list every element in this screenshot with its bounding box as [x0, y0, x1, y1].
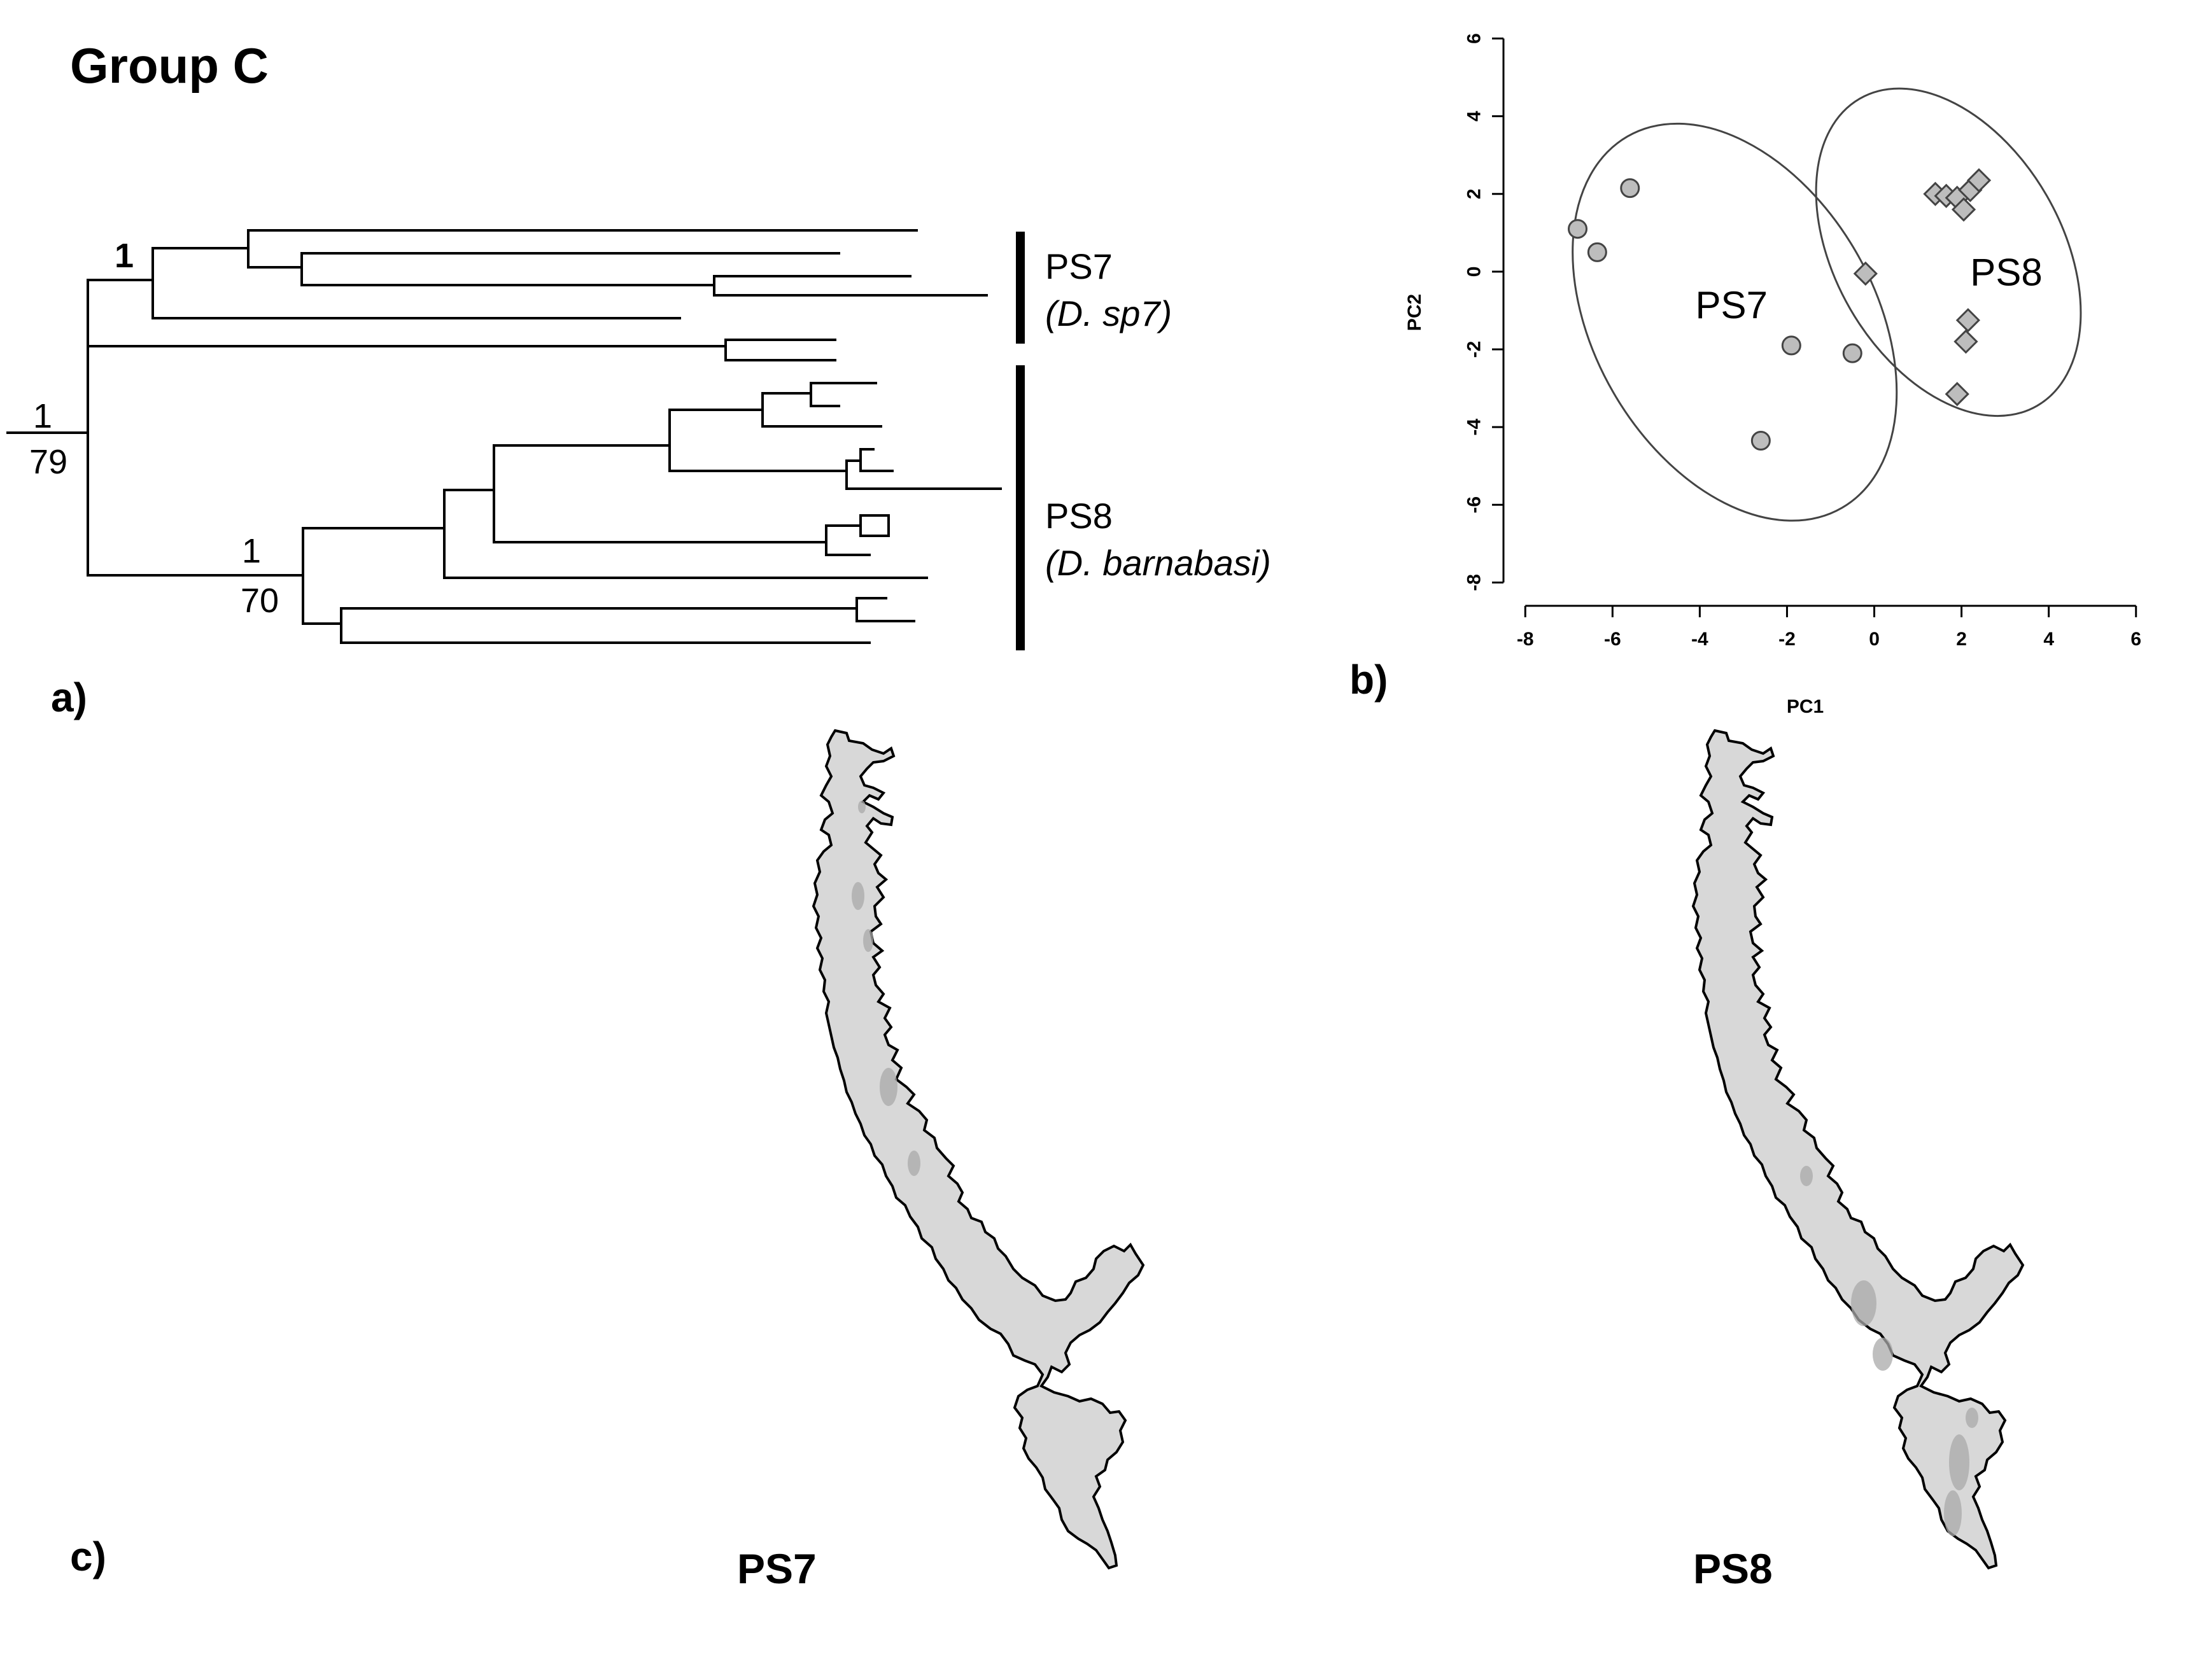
- support-value-root-top: 1: [33, 397, 52, 435]
- y-tick-label: 0: [1464, 267, 1485, 277]
- y-tick-label: 6: [1464, 33, 1485, 44]
- support-value-root-bottom: 79: [29, 443, 67, 481]
- data-point-ps7: [1587, 242, 1607, 262]
- data-point-ps8: [1945, 382, 1969, 407]
- map-caption-ps8: PS8: [1693, 1545, 1773, 1592]
- x-tick-label: 6: [2130, 629, 2141, 650]
- y-tick-label: -2: [1464, 341, 1485, 358]
- cluster-ellipse-ps7: [1572, 122, 1898, 522]
- suitability-shading: [852, 801, 920, 1176]
- cluster-label-ps8: PS8: [1970, 251, 2042, 293]
- panel-label-b: b): [1349, 657, 1388, 703]
- data-point-ps7: [1842, 343, 1862, 363]
- data-point-ps7: [1750, 430, 1771, 451]
- data-point-ps8: [1953, 329, 1978, 354]
- data-point-ps8: [1955, 308, 1981, 333]
- y-axis-label: PC2: [1404, 294, 1425, 331]
- distribution-map-ps7: [812, 729, 1144, 1569]
- x-tick-label: -6: [1604, 629, 1621, 650]
- x-tick-label: -4: [1691, 629, 1708, 650]
- support-value-ps7: 1: [115, 237, 134, 275]
- data-point-ps8: [1853, 261, 1878, 286]
- clade-label-ps8: PS8: [1045, 496, 1113, 536]
- suitability-shading: [1800, 1166, 1978, 1536]
- y-tick-label: 4: [1464, 111, 1485, 122]
- y-tick-label: -4: [1464, 418, 1485, 435]
- x-tick-label: -2: [1778, 629, 1796, 650]
- cluster-label-ps7: PS7: [1696, 284, 1768, 326]
- cluster-ellipse-ps8: [1815, 87, 2082, 417]
- panel-label-a: a): [51, 675, 87, 720]
- data-point-ps7: [1568, 219, 1588, 239]
- data-point-ps7: [1781, 335, 1801, 356]
- distribution-map-ps8: [1692, 729, 2024, 1569]
- data-point-ps8: [1951, 197, 1976, 222]
- clade-species-ps8: (D. barnabasi): [1045, 543, 1271, 583]
- y-tick-label: 2: [1464, 188, 1485, 199]
- x-tick-label: 0: [1869, 629, 1880, 650]
- support-value-ps8-top: 1: [242, 532, 261, 570]
- data-point-ps8: [1966, 168, 1992, 193]
- x-tick-label: 2: [1956, 629, 1967, 650]
- panel-label-c: c): [70, 1534, 106, 1579]
- pca-scatter-plot: -8 -6 -4 -2 0 2 4 6 -8 -6 -4 -2 0 2 4 6: [1464, 33, 2142, 650]
- clade-bar-ps8: [1016, 365, 1025, 650]
- x-tick-label: -8: [1517, 629, 1534, 650]
- map-caption-ps7: PS7: [737, 1545, 817, 1592]
- clade-species-ps7: (D. sp7): [1045, 293, 1172, 333]
- x-axis-label: PC1: [1787, 696, 1824, 717]
- phylogenetic-tree: [6, 229, 1002, 644]
- x-tick-label: 4: [2043, 629, 2054, 650]
- clade-bar-ps7: [1016, 232, 1025, 344]
- clade-label-ps7: PS7: [1045, 246, 1113, 286]
- support-value-ps8-bottom: 70: [241, 582, 279, 620]
- y-tick-label: -8: [1464, 574, 1485, 591]
- y-tick-label: -6: [1464, 496, 1485, 514]
- figure-title: Group C: [70, 38, 269, 94]
- data-point-ps7: [1620, 178, 1640, 199]
- pca-axes: [1502, 38, 2136, 607]
